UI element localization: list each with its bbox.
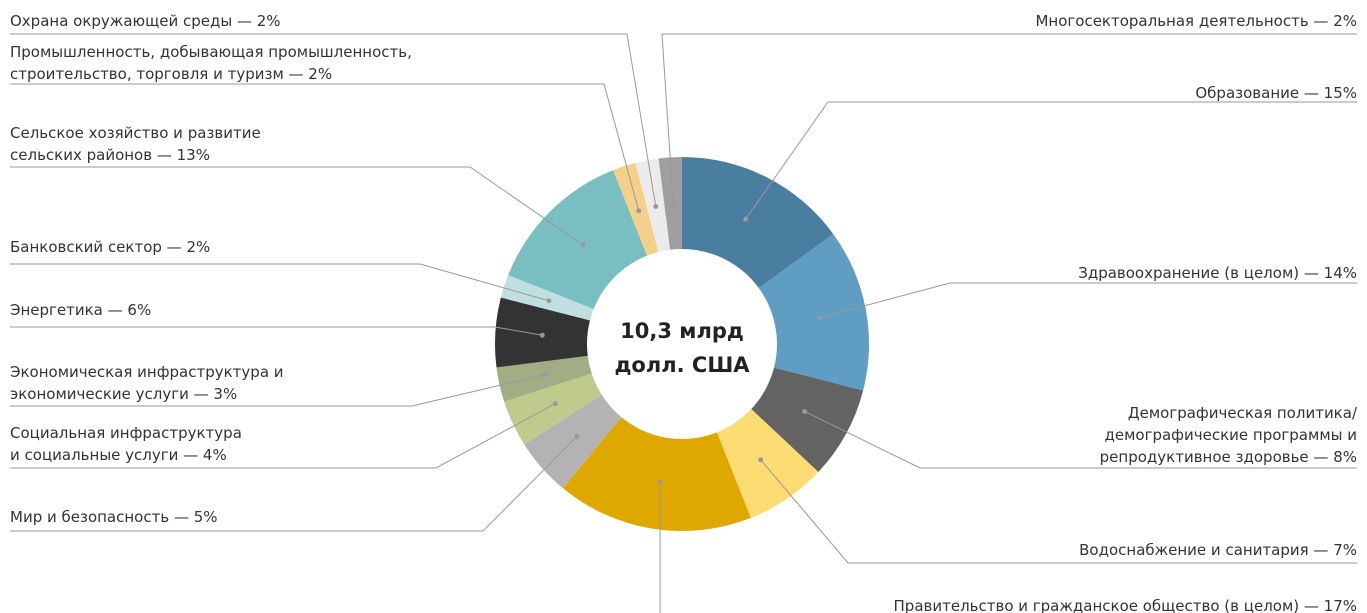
leader-dot bbox=[670, 201, 676, 207]
donut-segment bbox=[508, 170, 648, 310]
leader-dot bbox=[546, 298, 552, 304]
label-line: строительство, торговля и туризм — 2% bbox=[10, 65, 332, 83]
leader-line bbox=[804, 410, 1357, 469]
leader-dot bbox=[574, 434, 580, 440]
segment-label: Охрана окружающей среды — 2% bbox=[10, 12, 281, 30]
segment-label: Промышленность, добывающая промышленност… bbox=[10, 43, 412, 83]
leader-line bbox=[10, 374, 546, 407]
segment-label: Мир и безопасность — 5% bbox=[10, 508, 218, 526]
leader-line bbox=[10, 403, 556, 469]
leader-dot bbox=[802, 408, 808, 414]
label-line: Экономическая инфраструктура и bbox=[10, 363, 284, 381]
leader-dot bbox=[580, 242, 586, 248]
label-line: демографические программы и bbox=[1105, 426, 1358, 444]
segment-label: Водоснабжение и санитария — 7% bbox=[1079, 541, 1357, 559]
leader-line bbox=[661, 33, 1357, 205]
label-line: Сельское хозяйство и развитие bbox=[10, 124, 261, 142]
label-line: сельских районов — 13% bbox=[10, 146, 210, 164]
label-line: Демографическая политика/ bbox=[1128, 404, 1358, 422]
donut-segment bbox=[751, 367, 864, 473]
donut-segment bbox=[496, 355, 592, 402]
leader-line bbox=[10, 166, 584, 246]
label-line: Энергетика — 6% bbox=[10, 301, 151, 319]
donut-segment bbox=[562, 417, 751, 532]
label-line: Многосекторальная деятельность — 2% bbox=[1035, 12, 1357, 30]
label-line: Образование — 15% bbox=[1195, 84, 1357, 102]
leader-line bbox=[760, 459, 1357, 564]
label-line: репродуктивное здоровье — 8% bbox=[1100, 448, 1357, 466]
leader-dot bbox=[758, 457, 764, 463]
segment-label: Образование — 15% bbox=[1195, 84, 1357, 102]
leader-dot bbox=[636, 208, 642, 214]
donut-segment bbox=[658, 157, 682, 250]
center-label: долл. США bbox=[614, 353, 750, 377]
label-line: Правительство и гражданское общество (в … bbox=[894, 597, 1357, 613]
label-line: Социальная инфраструктура bbox=[10, 424, 242, 442]
label-line: Мир и безопасность — 5% bbox=[10, 508, 218, 526]
leader-dot bbox=[552, 401, 558, 407]
donut-segment bbox=[716, 409, 819, 518]
segment-label: Правительство и гражданское общество (в … bbox=[894, 597, 1357, 613]
leader-line bbox=[819, 282, 1357, 319]
donut-segment bbox=[500, 275, 594, 321]
leader-dot bbox=[542, 372, 548, 378]
segment-label: Здравоохранение (в целом) — 14% bbox=[1078, 264, 1357, 282]
segment-label: Энергетика — 6% bbox=[10, 301, 151, 319]
donut-segment bbox=[682, 157, 834, 289]
label-line: Здравоохранение (в целом) — 14% bbox=[1078, 264, 1357, 282]
donut-segment bbox=[613, 162, 659, 256]
label-line: Охрана окружающей среды — 2% bbox=[10, 12, 281, 30]
segment-label: Банковский сектор — 2% bbox=[10, 238, 210, 256]
label-line: Промышленность, добывающая промышленност… bbox=[10, 43, 412, 61]
label-line: Водоснабжение и санитария — 7% bbox=[1079, 541, 1357, 559]
leader-dot bbox=[539, 332, 545, 338]
leader-dot bbox=[653, 203, 659, 209]
segment-label: Экономическая инфраструктура и экономичес… bbox=[10, 363, 284, 403]
donut-segment bbox=[758, 234, 869, 391]
donut-segment bbox=[504, 373, 602, 445]
leader-line bbox=[745, 101, 1357, 220]
segment-label: Демографическая политика/демографические… bbox=[1100, 404, 1358, 466]
leader-line bbox=[10, 33, 657, 207]
leader-line bbox=[10, 436, 578, 532]
leader-line bbox=[10, 326, 543, 336]
label-line: и социальные услуги — 4% bbox=[10, 446, 227, 464]
donut-segment bbox=[495, 297, 590, 368]
segment-label: Сельское хозяйство и развитие сельских ра… bbox=[10, 124, 261, 164]
center-label: 10,3 млрд bbox=[620, 319, 744, 343]
leader-dot bbox=[743, 216, 749, 222]
segment-label: Многосекторальная деятельность — 2% bbox=[1035, 12, 1357, 30]
label-line: Банковский сектор — 2% bbox=[10, 238, 210, 256]
donut-segment bbox=[635, 158, 671, 252]
segment-label: Социальная инфраструктура и социальные ус… bbox=[10, 424, 242, 464]
label-line: экономические услуги — 3% bbox=[10, 385, 237, 403]
leader-dot bbox=[817, 315, 823, 321]
leader-line bbox=[10, 263, 549, 302]
leader-dot bbox=[657, 479, 663, 485]
leader-line bbox=[10, 83, 640, 211]
